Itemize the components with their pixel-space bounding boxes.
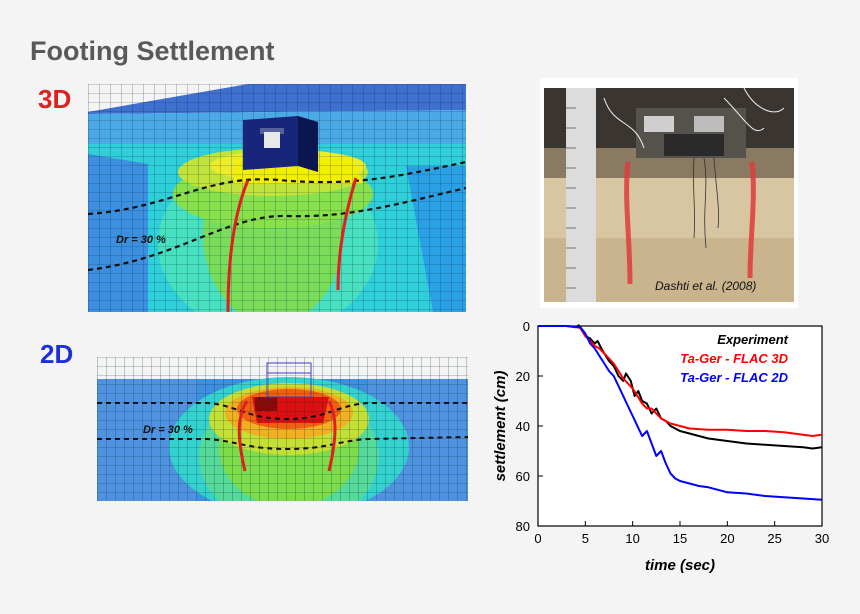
x-tick-label: 30 [815, 531, 829, 546]
series-line-1 [538, 325, 823, 437]
x-tick-label: 0 [534, 531, 541, 546]
series-line-2 [538, 325, 823, 501]
dr-label-2d: Dr = 30 % [143, 424, 193, 436]
x-tick-label: 15 [673, 531, 687, 546]
y-tick-label: 80 [516, 519, 530, 534]
legend-entry-0: Experiment [717, 332, 788, 347]
page-title: Footing Settlement [30, 36, 275, 66]
legend-entry-1: Ta-Ger - FLAC 3D [680, 351, 788, 366]
y-tick-label: 0 [523, 319, 530, 334]
x-axis-label: time (sec) [645, 557, 715, 574]
legend-entry-2: Ta-Ger - FLAC 2D [680, 370, 788, 385]
y-axis-label: settlement (cm) [492, 371, 509, 482]
photo-credit: Dashti et al. (2008) [655, 279, 757, 293]
mesh-3d-image [88, 84, 466, 312]
y-tick-label: 60 [516, 469, 530, 484]
x-tick-label: 25 [767, 531, 781, 546]
x-tick-label: 5 [582, 531, 589, 546]
series-line-0 [538, 324, 823, 450]
x-tick-label: 20 [720, 531, 734, 546]
y-tick-label: 20 [516, 369, 530, 384]
x-tick-label: 10 [625, 531, 639, 546]
settlement-chart: 0 5 10 15 20 25 30 0 20 40 60 80 Experiment Ta-Ger -… [492, 319, 829, 574]
mesh-2d-image [97, 357, 468, 501]
experiment-photo [540, 78, 798, 308]
y-tick-label: 40 [516, 419, 530, 434]
label-3d: 3D [38, 84, 72, 114]
dr-label-3d: Dr = 30 % [116, 234, 166, 246]
label-2d: 2D [40, 339, 74, 369]
